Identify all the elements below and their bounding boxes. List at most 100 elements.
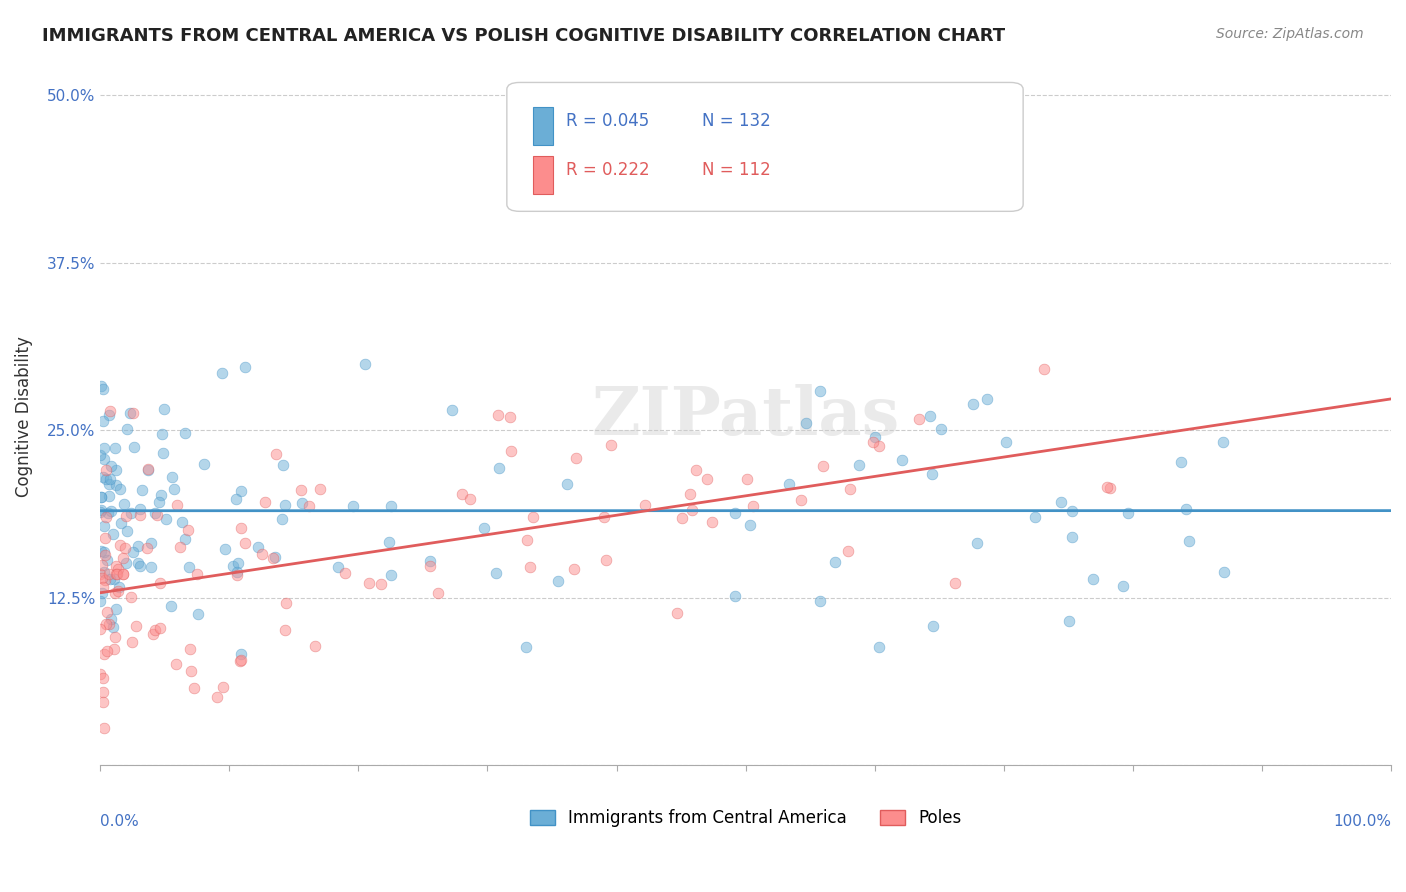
Point (131, 483, 153, 498)
Point (97, 489, 120, 503)
Point (100, 504, 122, 518)
Point (93, 519, 115, 533)
Point (1062, 530, 1084, 544)
Point (264, 549, 287, 564)
Point (93, 414, 115, 428)
Text: ZIPatlas: ZIPatlas (592, 384, 900, 450)
Point (149, 576, 172, 591)
Point (441, 402, 464, 417)
Point (426, 586, 449, 600)
Point (122, 440, 145, 454)
Point (129, 501, 152, 516)
Point (146, 508, 169, 523)
Point (943, 575, 966, 590)
Point (921, 467, 943, 482)
Point (824, 554, 846, 568)
Point (93, 452, 115, 467)
Point (515, 640, 537, 654)
Point (114, 541, 136, 555)
Point (274, 596, 297, 610)
Point (700, 515, 723, 529)
Point (94, 510, 117, 524)
Point (90, 379, 112, 393)
Point (811, 458, 834, 473)
Point (90, 490, 112, 504)
Point (1177, 534, 1199, 549)
Point (1170, 455, 1192, 469)
Point (309, 483, 332, 497)
Point (488, 409, 510, 423)
Point (139, 560, 162, 574)
Point (891, 453, 914, 467)
Point (187, 607, 209, 622)
Point (143, 506, 166, 520)
Point (104, 463, 127, 477)
Point (152, 402, 174, 417)
Point (264, 447, 287, 461)
Point (207, 690, 229, 704)
Point (250, 547, 273, 561)
Point (593, 509, 616, 524)
Text: IMMIGRANTS FROM CENTRAL AMERICA VS POLISH COGNITIVE DISABILITY CORRELATION CHART: IMMIGRANTS FROM CENTRAL AMERICA VS POLIS… (42, 27, 1005, 45)
Point (485, 566, 508, 580)
Point (180, 664, 202, 678)
Point (1060, 504, 1083, 518)
Point (228, 654, 250, 668)
Point (89, 448, 111, 462)
Point (98, 616, 121, 631)
Point (122, 406, 145, 420)
Point (778, 477, 800, 491)
Point (1112, 579, 1135, 593)
Point (270, 512, 292, 526)
Point (741, 500, 763, 514)
Point (105, 566, 128, 581)
Point (101, 620, 124, 634)
Point (90, 543, 112, 558)
Point (665, 606, 688, 620)
Point (808, 594, 831, 608)
Point (93, 721, 115, 735)
Point (160, 470, 183, 484)
Point (976, 392, 998, 406)
Point (90, 503, 112, 517)
Point (291, 496, 314, 510)
Point (115, 422, 138, 436)
Point (557, 477, 579, 491)
Point (89, 623, 111, 637)
Point (97, 567, 120, 582)
Point (922, 618, 945, 632)
Point (1175, 501, 1198, 516)
Point (273, 458, 295, 473)
Point (89, 505, 111, 519)
Point (105, 558, 128, 573)
Point (136, 541, 159, 555)
Point (233, 360, 256, 375)
Point (565, 450, 588, 465)
Point (91, 571, 114, 585)
Point (127, 539, 149, 553)
Point (163, 483, 186, 497)
Point (274, 623, 297, 637)
Point (148, 494, 170, 508)
Point (96, 463, 118, 477)
Point (141, 627, 163, 641)
Point (98, 408, 121, 422)
Point (562, 562, 585, 576)
Point (112, 566, 135, 581)
Point (516, 533, 538, 547)
Point (105, 566, 128, 581)
Point (233, 536, 256, 550)
Point (488, 461, 510, 475)
Point (868, 439, 890, 453)
Point (110, 516, 132, 530)
Point (634, 498, 657, 512)
Point (98, 477, 121, 491)
Point (246, 540, 269, 554)
Point (100, 458, 122, 473)
Point (166, 498, 188, 512)
Point (110, 482, 132, 496)
Point (519, 560, 541, 574)
Text: Source: ZipAtlas.com: Source: ZipAtlas.com (1216, 27, 1364, 41)
Point (1081, 572, 1104, 586)
Point (1097, 480, 1119, 494)
